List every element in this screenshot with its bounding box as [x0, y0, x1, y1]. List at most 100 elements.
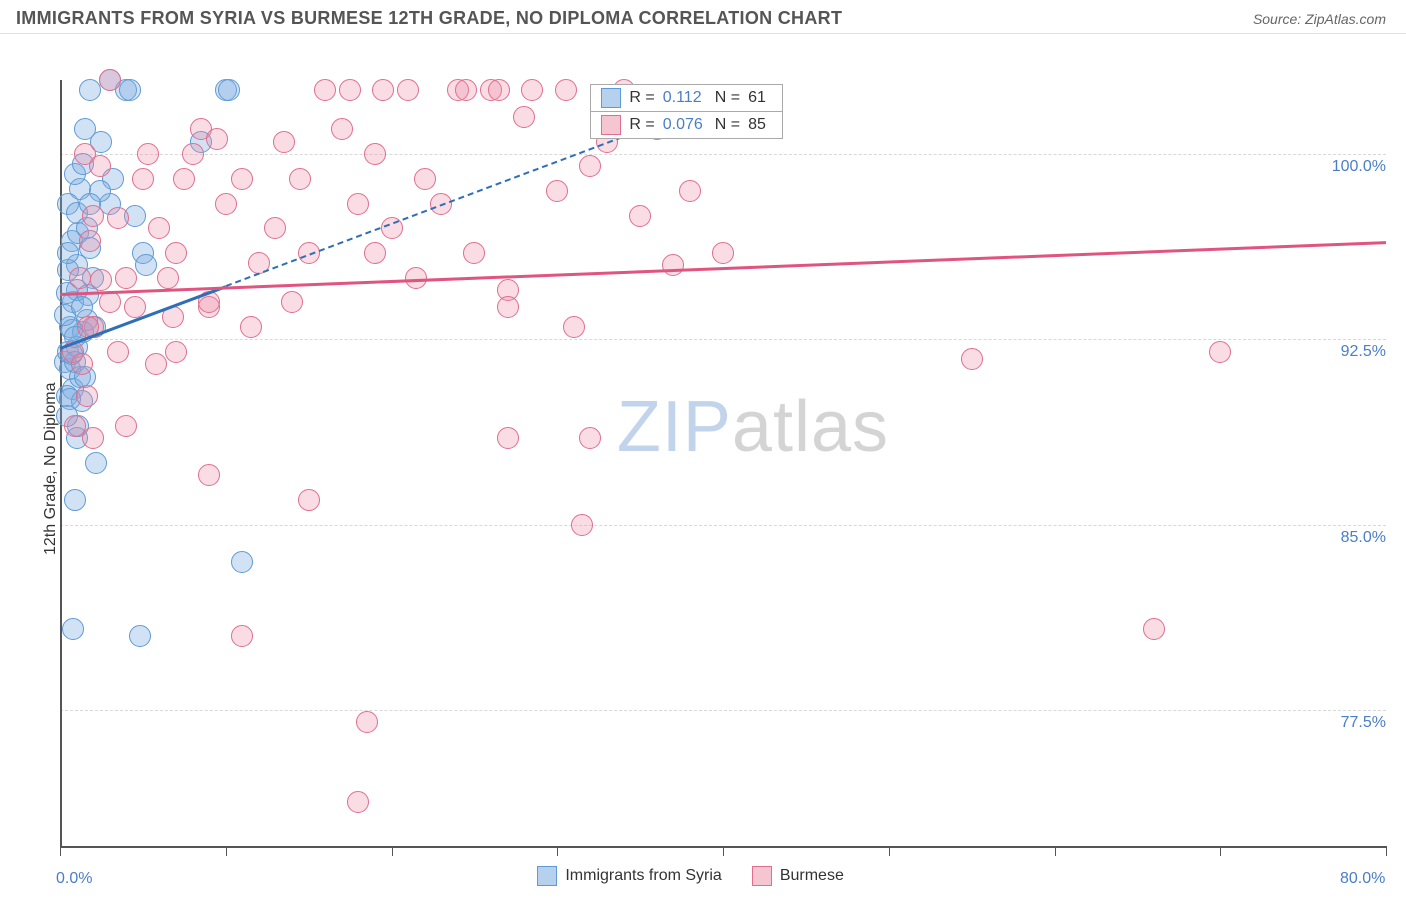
x-tick [392, 846, 393, 856]
data-point [198, 464, 220, 486]
data-point [463, 242, 485, 264]
n-label: N = [715, 89, 740, 107]
y-tick-label: 92.5% [1322, 343, 1386, 361]
data-point [74, 143, 96, 165]
data-point [165, 242, 187, 264]
data-point [218, 79, 240, 101]
data-point [488, 79, 510, 101]
data-point [79, 230, 101, 252]
data-point [135, 254, 157, 276]
data-point [132, 168, 154, 190]
data-point [455, 79, 477, 101]
data-point [215, 193, 237, 215]
data-point [231, 551, 253, 573]
r-value: 0.112 [663, 89, 707, 107]
n-label: N = [715, 116, 740, 134]
x-tick [1055, 846, 1056, 856]
data-point [563, 316, 585, 338]
stats-row: R =0.076N =85 [591, 112, 782, 138]
y-tick-label: 77.5% [1322, 714, 1386, 732]
legend-label: Immigrants from Syria [565, 867, 721, 885]
series-swatch-icon [601, 115, 621, 135]
data-point [579, 155, 601, 177]
series-legend: Immigrants from Syria Burmese [537, 866, 844, 886]
data-point [79, 79, 101, 101]
data-point [148, 217, 170, 239]
x-tick [1386, 846, 1387, 856]
data-point [173, 168, 195, 190]
data-point [115, 415, 137, 437]
data-point [555, 79, 577, 101]
chart-header: IMMIGRANTS FROM SYRIA VS BURMESE 12TH GR… [0, 0, 1406, 34]
data-point [339, 79, 361, 101]
data-point [71, 353, 93, 375]
stats-row: R = 0.112 N = 61 [591, 85, 782, 112]
x-min-label: 0.0% [56, 870, 92, 888]
data-point [497, 427, 519, 449]
data-point [521, 79, 543, 101]
data-point [90, 269, 112, 291]
data-point [629, 205, 651, 227]
r-label: R = [629, 89, 654, 107]
data-point [264, 217, 286, 239]
n-value: 61 [748, 89, 772, 107]
data-point [571, 514, 593, 536]
data-point [69, 267, 91, 289]
series-swatch-icon [537, 866, 557, 886]
data-point [712, 242, 734, 264]
data-point [298, 489, 320, 511]
data-point [119, 79, 141, 101]
series-swatch-icon [752, 866, 772, 886]
data-point [1143, 618, 1165, 640]
watermark: ZIPatlas [617, 386, 889, 468]
data-point [182, 143, 204, 165]
series-swatch-icon [601, 88, 621, 108]
data-point [579, 427, 601, 449]
data-point [289, 168, 311, 190]
data-point [414, 168, 436, 190]
data-point [961, 348, 983, 370]
data-point [137, 143, 159, 165]
x-tick [723, 846, 724, 856]
data-point [546, 180, 568, 202]
gridline [60, 339, 1386, 340]
data-point [85, 452, 107, 474]
r-label: R = [629, 116, 654, 134]
data-point [662, 254, 684, 276]
source-attribution: Source: ZipAtlas.com [1253, 11, 1386, 27]
legend-item: Immigrants from Syria [537, 866, 721, 886]
data-point [273, 131, 295, 153]
legend-label: Burmese [780, 867, 844, 885]
data-point [71, 296, 93, 318]
chart-title: IMMIGRANTS FROM SYRIA VS BURMESE 12TH GR… [16, 8, 842, 29]
data-point [99, 291, 121, 313]
trend-line-extrapolated [225, 129, 640, 287]
y-tick-label: 100.0% [1322, 158, 1386, 176]
data-point [397, 79, 419, 101]
x-tick [1220, 846, 1221, 856]
data-point [57, 242, 79, 264]
data-point [405, 267, 427, 289]
x-tick [557, 846, 558, 856]
data-point [165, 341, 187, 363]
data-point [206, 128, 228, 150]
legend-item: Burmese [752, 866, 844, 886]
scatter-chart: 77.5%85.0%92.5%100.0%0.0%80.0%12th Grade… [16, 34, 1386, 906]
gridline [60, 154, 1386, 155]
x-max-label: 80.0% [1340, 870, 1385, 888]
data-point [356, 711, 378, 733]
x-tick [60, 846, 61, 856]
data-point [347, 791, 369, 813]
data-point [129, 625, 151, 647]
data-point [76, 385, 98, 407]
gridline [60, 525, 1386, 526]
data-point [364, 242, 386, 264]
data-point [107, 341, 129, 363]
data-point [82, 205, 104, 227]
data-point [157, 267, 179, 289]
data-point [364, 143, 386, 165]
data-point [64, 489, 86, 511]
data-point [1209, 341, 1231, 363]
data-point [331, 118, 353, 140]
x-tick [226, 846, 227, 856]
